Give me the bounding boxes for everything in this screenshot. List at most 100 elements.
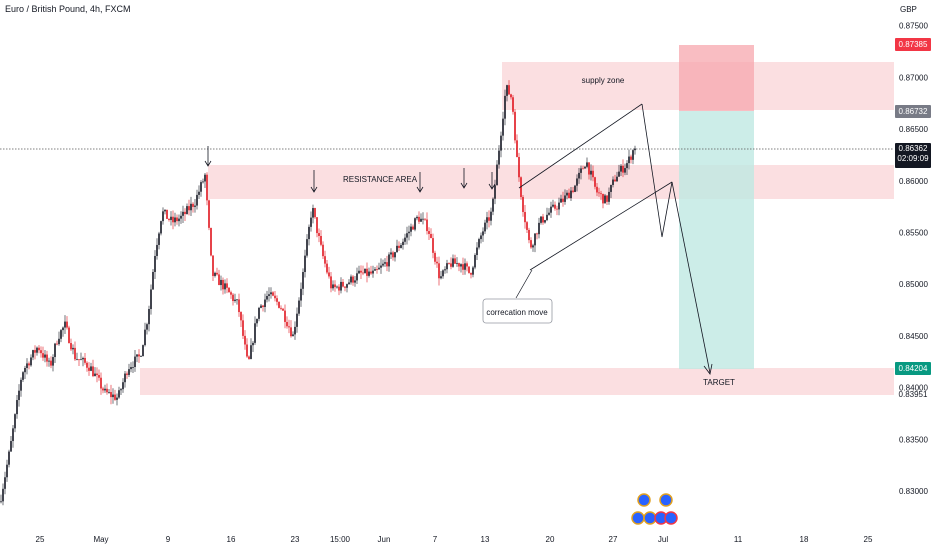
candle-body xyxy=(540,216,542,223)
x-tick-label: 9 xyxy=(166,535,171,544)
x-tick-label: 27 xyxy=(609,535,618,544)
candle-body xyxy=(602,193,604,204)
candle-body xyxy=(62,327,64,331)
candle-body xyxy=(60,330,62,339)
candle-body xyxy=(502,118,504,136)
candle-body xyxy=(68,327,70,344)
candle-body xyxy=(152,271,154,290)
candle-body xyxy=(176,217,178,222)
candle-body xyxy=(72,347,74,350)
x-tick-label: 11 xyxy=(734,535,743,544)
candle-body xyxy=(392,252,394,258)
candle-body xyxy=(364,268,366,274)
candle-body xyxy=(264,299,266,308)
candle-body xyxy=(218,274,220,286)
candle-body xyxy=(128,369,130,375)
candle-body xyxy=(164,209,166,212)
candle-body xyxy=(340,281,342,291)
candle-body xyxy=(240,312,242,321)
candle-body xyxy=(576,178,578,186)
candle-body xyxy=(354,280,356,283)
candle-body xyxy=(332,284,334,289)
candle-body xyxy=(396,245,398,253)
candle-body xyxy=(530,240,532,248)
candle-body xyxy=(278,301,280,308)
candle-body xyxy=(486,217,488,223)
channel-lower-line xyxy=(529,181,673,271)
candle-body xyxy=(338,286,340,291)
candle-body xyxy=(106,388,108,393)
x-tick-label: 18 xyxy=(800,535,809,544)
candle-body xyxy=(92,366,94,377)
resistance-zone xyxy=(208,165,894,199)
candle-body xyxy=(222,279,224,290)
candle-body xyxy=(116,397,118,400)
candle-body xyxy=(74,347,76,360)
candle-body xyxy=(436,261,438,264)
candle-body xyxy=(318,233,320,236)
candle-body xyxy=(246,344,248,357)
candle-body xyxy=(114,394,116,400)
correction-callout-text: correcation move xyxy=(486,308,548,317)
candle-body xyxy=(528,229,530,241)
candle-body xyxy=(426,219,428,232)
candle-body xyxy=(422,218,424,220)
correction-callout-box xyxy=(482,298,553,324)
candle-body xyxy=(36,347,38,353)
candle-body xyxy=(590,170,592,175)
demand-zone xyxy=(140,368,894,395)
candle-body xyxy=(146,324,148,330)
candle-body xyxy=(346,284,348,288)
candle-body xyxy=(110,392,112,398)
ideas-icon[interactable] xyxy=(631,493,678,525)
candle-body xyxy=(600,193,602,195)
candle-body xyxy=(208,200,210,228)
candle-body xyxy=(192,203,194,207)
down-arrow-icon xyxy=(310,170,318,193)
y-tick-label: 0.84000 xyxy=(899,384,928,393)
entry-price-badge: 0.86732 xyxy=(895,105,931,118)
candle-body xyxy=(586,162,588,167)
candle-body xyxy=(250,345,252,359)
stop-loss-area xyxy=(679,45,754,111)
candle-body xyxy=(368,271,370,276)
down-arrow-icon xyxy=(204,146,212,167)
down-arrow-icon xyxy=(416,172,424,193)
x-axis[interactable]: 25 May 9 16 23 15:00 Jun 7 13 20 27 Jul 11 18 25 xyxy=(36,535,873,544)
candle-body xyxy=(560,198,562,203)
candle-body xyxy=(224,283,226,290)
symbol-title: Euro / British Pound, 4h, FXCM xyxy=(5,4,131,14)
candle-body xyxy=(498,150,500,165)
candle-body xyxy=(522,196,524,213)
candle-body xyxy=(460,264,462,267)
candle-body xyxy=(462,264,464,270)
candle-body xyxy=(254,323,256,343)
candle-body xyxy=(238,299,240,313)
candle-body xyxy=(66,321,68,328)
y-axis[interactable]: 0.87500 0.87000 0.86500 0.86000 0.85500 0.850… xyxy=(899,22,928,496)
candle-body xyxy=(568,192,570,199)
candle-body xyxy=(292,334,294,337)
candle-body xyxy=(174,217,176,223)
candle-body xyxy=(276,298,278,302)
candle-body xyxy=(394,252,396,258)
candle-body xyxy=(262,305,264,308)
candle-body xyxy=(316,217,318,234)
candle-body xyxy=(124,373,126,383)
candle-body xyxy=(626,163,628,169)
candle-body xyxy=(242,320,244,336)
candle-body xyxy=(294,326,296,335)
candle-body xyxy=(82,357,84,360)
candle-body xyxy=(552,204,554,207)
candle-body xyxy=(290,327,292,337)
candle-body xyxy=(270,292,272,295)
candle-body xyxy=(624,168,626,173)
candle-body xyxy=(424,218,426,220)
candle-body xyxy=(306,239,308,256)
candle-body xyxy=(544,220,546,223)
candle-body xyxy=(2,488,4,502)
candle-body xyxy=(28,363,30,366)
x-tick-label: 16 xyxy=(227,535,236,544)
